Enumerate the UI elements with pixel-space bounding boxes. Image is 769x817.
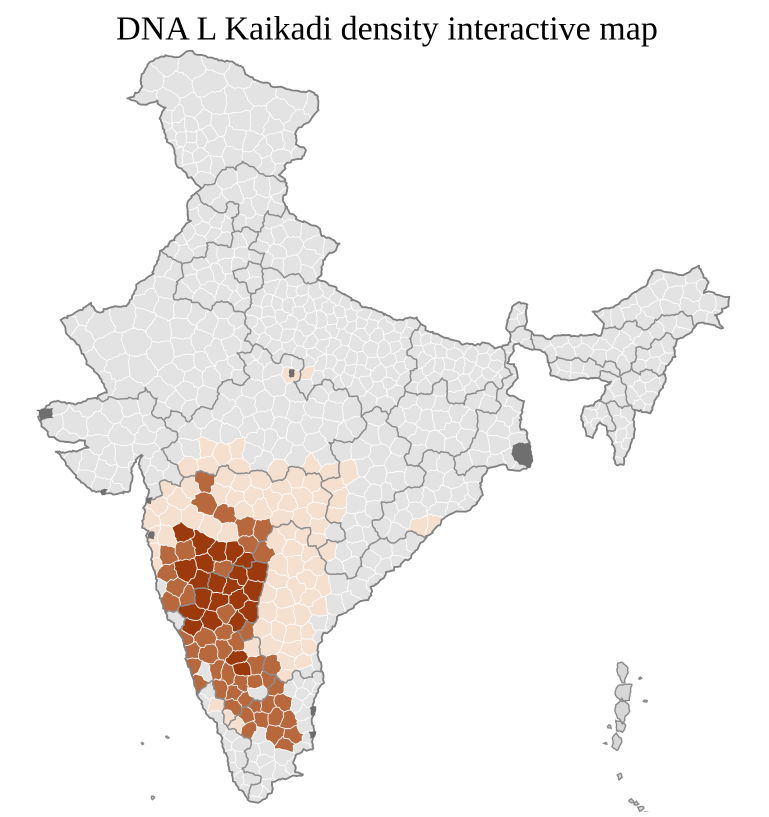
svg-text:DNA L Kaikadi density interact: DNA L Kaikadi density interactive map: [116, 10, 658, 47]
